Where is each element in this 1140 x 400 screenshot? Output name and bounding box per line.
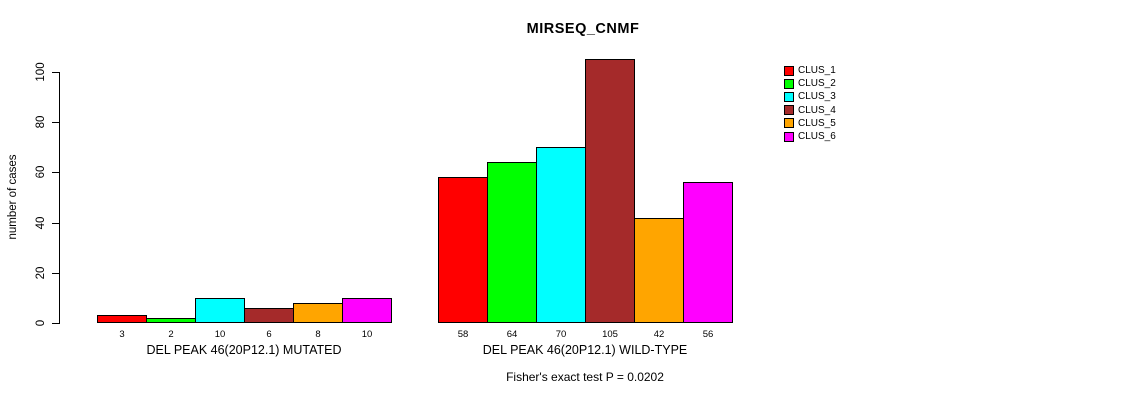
- y-tick: [52, 223, 59, 224]
- legend-label: CLUS_3: [798, 91, 836, 103]
- y-tick: [52, 122, 59, 123]
- bar: [195, 298, 245, 323]
- bar-value-label: 105: [602, 329, 618, 340]
- chart-title: MIRSEQ_CNMF: [526, 21, 640, 37]
- legend-item: CLUS_2: [784, 77, 836, 90]
- bar-value-label: 10: [214, 329, 226, 340]
- legend-item: CLUS_4: [784, 104, 836, 117]
- y-tick-label: 0: [35, 319, 47, 327]
- bar: [342, 298, 392, 323]
- footnote: Fisher's exact test P = 0.0202: [506, 370, 664, 384]
- bar-value-label: 6: [266, 329, 272, 340]
- legend-swatch: [784, 105, 794, 116]
- y-tick-label: 20: [35, 266, 47, 280]
- bar: [146, 318, 196, 323]
- legend-item: CLUS_5: [784, 117, 836, 130]
- bar: [585, 59, 635, 323]
- bar-value-label: 3: [119, 329, 125, 340]
- bar: [634, 218, 684, 323]
- legend-swatch: [784, 91, 794, 102]
- y-tick: [52, 273, 59, 274]
- legend-swatch: [784, 118, 794, 129]
- bar: [487, 162, 537, 323]
- bar: [244, 308, 294, 323]
- bar: [536, 147, 586, 323]
- bar: [293, 303, 343, 323]
- bar-value-label: 2: [168, 329, 174, 340]
- bar: [438, 177, 488, 323]
- y-tick-label: 100: [35, 62, 47, 82]
- y-axis-label: number of cases: [7, 154, 19, 240]
- legend: CLUS_1 CLUS_2 CLUS_3 CLUS_4 CLUS_5 CLUS_6: [784, 64, 836, 143]
- bar-value-label: 8: [315, 329, 321, 340]
- y-axis-line: [59, 72, 60, 324]
- bar-value-label: 10: [361, 329, 373, 340]
- y-tick-label: 40: [35, 216, 47, 230]
- y-tick: [52, 172, 59, 173]
- legend-item: CLUS_1: [784, 64, 836, 77]
- legend-label: CLUS_1: [798, 65, 836, 77]
- bar: [683, 182, 733, 323]
- group-label: DEL PEAK 46(20P12.1) MUTATED: [146, 343, 342, 357]
- legend-label: CLUS_5: [798, 117, 836, 129]
- legend-item: CLUS_6: [784, 130, 836, 143]
- legend-label: CLUS_6: [798, 131, 836, 143]
- legend-label: CLUS_2: [798, 78, 836, 90]
- y-tick-label: 80: [35, 115, 47, 129]
- legend-swatch: [784, 65, 794, 76]
- group-label: DEL PEAK 46(20P12.1) WILD-TYPE: [482, 343, 688, 357]
- y-tick: [52, 323, 59, 324]
- legend-item: CLUS_3: [784, 90, 836, 103]
- y-tick: [52, 72, 59, 73]
- bar-value-label: 70: [555, 329, 567, 340]
- legend-swatch: [784, 131, 794, 142]
- legend-swatch: [784, 78, 794, 89]
- bar-value-label: 64: [506, 329, 518, 340]
- legend-label: CLUS_4: [798, 104, 836, 116]
- bar-value-label: 42: [653, 329, 665, 340]
- y-tick-label: 60: [35, 165, 47, 179]
- bar-value-label: 58: [457, 329, 469, 340]
- bar-value-label: 56: [702, 329, 714, 340]
- bar: [97, 315, 147, 323]
